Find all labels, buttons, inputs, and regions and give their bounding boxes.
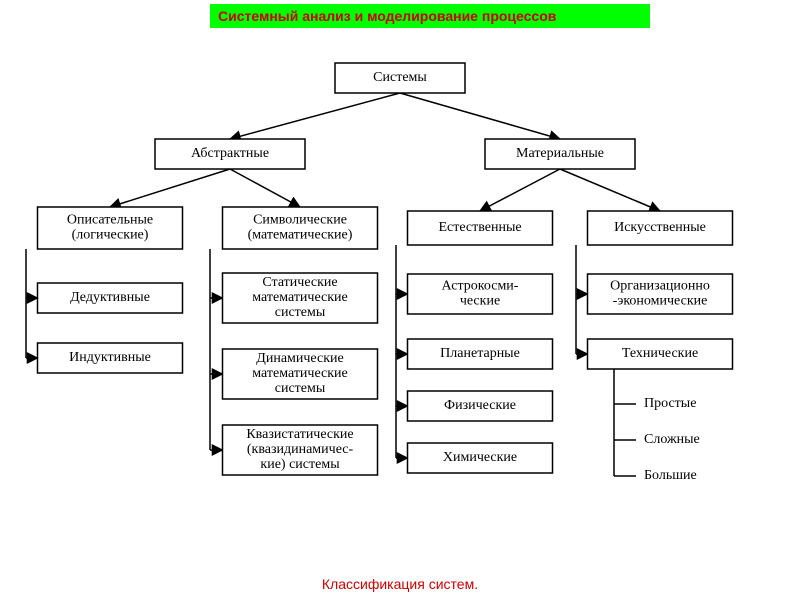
- node-planet: Планетарные: [408, 339, 553, 369]
- node-symbolic-label-0: Символические: [253, 213, 347, 228]
- node-orgecon: Организационно-экономические: [588, 274, 733, 314]
- edge-material-natural: [480, 169, 560, 211]
- node-inductive-label-0: Индуктивные: [69, 350, 151, 365]
- node-natural-label-0: Естественные: [438, 220, 521, 235]
- node-dynamic-label-1: математические: [252, 366, 348, 381]
- node-material: Материальные: [485, 139, 635, 169]
- edge-abstract-symbolic: [230, 169, 300, 207]
- node-artificial: Искусственные: [588, 211, 733, 245]
- node-dynamic-label-2: системы: [275, 381, 326, 396]
- leaf-label-2: Большие: [644, 468, 697, 483]
- node-astro-label-1: ческие: [460, 294, 500, 309]
- node-symbolic-label-1: (математические): [248, 228, 353, 243]
- node-descriptive-label-0: Описательные: [67, 213, 153, 228]
- node-root-label-0: Системы: [373, 70, 427, 85]
- node-deductive: Дедуктивные: [38, 283, 183, 313]
- edge-abstract-descriptive: [110, 169, 230, 207]
- node-technical-label-0: Технические: [622, 346, 698, 361]
- node-technical: Технические: [588, 339, 733, 369]
- node-quasi: Квазистатические(квазидинамичес-кие) сис…: [223, 425, 378, 475]
- page-banner: Системный анализ и моделирование процесс…: [210, 4, 650, 28]
- node-root: Системы: [335, 63, 465, 93]
- leaf-label-0: Простые: [644, 396, 696, 411]
- node-quasi-label-2: кие) системы: [260, 457, 340, 472]
- node-abstract: Абстрактные: [155, 139, 305, 169]
- node-physical: Физические: [408, 391, 553, 421]
- node-artificial-label-0: Искусственные: [614, 220, 706, 235]
- node-abstract-label-0: Абстрактные: [191, 146, 269, 161]
- node-chemical: Химические: [408, 443, 553, 473]
- node-material-label-0: Материальные: [516, 146, 604, 161]
- classification-diagram: Системы Абстрактные Материальные Описательн…: [0, 58, 800, 578]
- node-chemical-label-0: Химические: [443, 450, 517, 465]
- node-static-label-0: Статические: [262, 275, 337, 290]
- node-inductive: Индуктивные: [38, 343, 183, 373]
- node-dynamic-label-0: Динамические: [256, 351, 343, 366]
- node-astro: Астрокосми-ческие: [408, 274, 553, 314]
- node-quasi-label-0: Квазистатические: [246, 427, 353, 442]
- node-descriptive-label-1: (логические): [72, 228, 149, 243]
- leaf-label-1: Сложные: [644, 432, 700, 447]
- node-astro-label-0: Астрокосми-: [442, 279, 519, 294]
- node-symbolic: Символические(математические): [223, 207, 378, 249]
- node-deductive-label-0: Дедуктивные: [70, 290, 150, 305]
- node-static: Статическиематематическиесистемы: [223, 273, 378, 323]
- node-planet-label-0: Планетарные: [440, 346, 520, 361]
- node-orgecon-label-1: -экономические: [613, 294, 708, 309]
- edge-root-material: [400, 93, 560, 139]
- edge-material-artificial: [560, 169, 660, 211]
- banner-text: Системный анализ и моделирование процесс…: [218, 8, 556, 24]
- node-static-label-1: математические: [252, 290, 348, 305]
- edge-root-abstract: [230, 93, 400, 139]
- node-quasi-label-1: (квазидинамичес-: [247, 442, 354, 457]
- node-natural: Естественные: [408, 211, 553, 245]
- caption-text: Классификация систем.: [322, 576, 478, 592]
- node-static-label-2: системы: [275, 305, 326, 320]
- figure-caption: Классификация систем.: [0, 576, 800, 592]
- node-dynamic: Динамическиематематическиесистемы: [223, 349, 378, 399]
- node-physical-label-0: Физические: [444, 398, 516, 413]
- node-descriptive: Описательные(логические): [38, 207, 183, 249]
- node-orgecon-label-0: Организационно: [610, 279, 710, 294]
